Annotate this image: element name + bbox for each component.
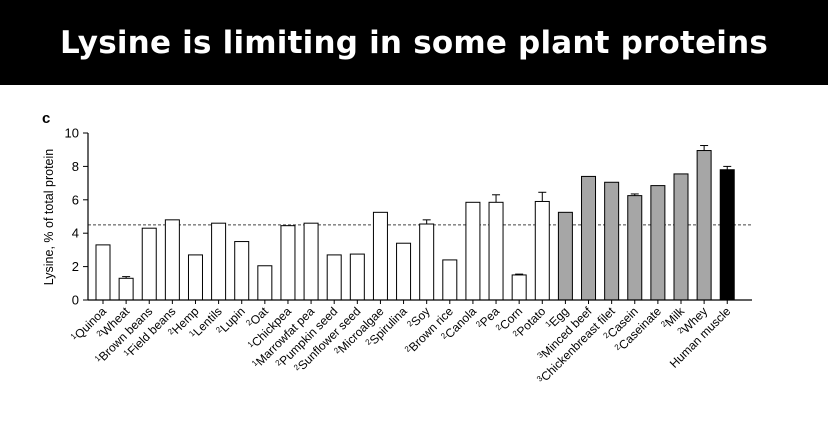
bar-field-beans [164, 219, 180, 301]
bar-wheat [118, 277, 134, 301]
bar-hemp [187, 254, 203, 301]
y-tick-label: 10 [65, 126, 79, 141]
bar-human-muscle [719, 169, 735, 301]
bar-chickpea [280, 225, 296, 301]
bar-pumpkin-seed [326, 254, 342, 301]
y-axis-label: Lysine, % of total protein [42, 149, 56, 285]
bar-quinoa [95, 244, 111, 301]
bar-oat [257, 265, 273, 301]
bar-caseinate [650, 185, 666, 301]
y-tick-label: 2 [72, 259, 79, 274]
bar-potato [534, 200, 550, 301]
bar-lentils [211, 222, 227, 301]
panel-label: c [42, 110, 50, 127]
bar-spirulina [396, 242, 412, 301]
bar-microalgae [372, 211, 388, 301]
bar-brown-beans [141, 227, 157, 301]
bar-pea [488, 201, 504, 301]
bar-minced-beef [581, 175, 597, 301]
y-tick-label: 8 [72, 159, 79, 174]
bar-sunflower-seed [349, 253, 365, 301]
bar-casein [627, 195, 643, 301]
y-tick-label: 0 [72, 293, 79, 308]
bar-canola [465, 201, 481, 301]
y-tick-label: 4 [72, 226, 79, 241]
bar-marrowfat-pea [303, 222, 319, 301]
bar-corn [511, 274, 527, 301]
bar-brown-rice [442, 259, 458, 301]
bar-lupin [234, 241, 250, 301]
title-banner: Lysine is limiting in some plant protein… [0, 0, 828, 85]
y-tick-label: 6 [72, 192, 79, 207]
banner-title: Lysine is limiting in some plant protein… [59, 24, 769, 61]
bar-soy [419, 223, 435, 301]
bar-milk [673, 173, 689, 301]
bar-egg [557, 211, 573, 301]
bar-whey [696, 150, 712, 301]
bar-chickenbreast-filet [604, 181, 620, 301]
